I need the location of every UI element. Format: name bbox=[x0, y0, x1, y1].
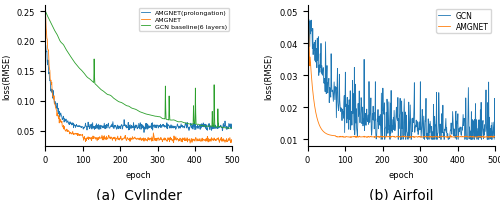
AMGNET(prolongation) bbox=[132, 124, 138, 127]
AMGNET(prolongation) bbox=[131, 129, 137, 132]
AMGNET bbox=[187, 142, 193, 145]
AMGNET(prolongation) bbox=[196, 125, 202, 127]
GCN baseline(6 layers) bbox=[225, 127, 231, 130]
Line: GCN: GCN bbox=[308, 16, 495, 140]
Y-axis label: loss(RMSE): loss(RMSE) bbox=[2, 53, 12, 99]
Line: AMGNET: AMGNET bbox=[308, 16, 495, 138]
GCN bbox=[394, 119, 400, 121]
GCN baseline(6 layers) bbox=[230, 127, 235, 130]
AMGNET bbox=[154, 140, 160, 142]
GCN bbox=[458, 132, 464, 134]
GCN bbox=[395, 138, 401, 141]
AMGNET bbox=[406, 136, 412, 138]
AMGNET bbox=[132, 138, 138, 140]
AMGNET bbox=[196, 140, 202, 142]
GCN baseline(6 layers) bbox=[144, 113, 150, 116]
AMGNET bbox=[42, 12, 48, 14]
AMGNET bbox=[395, 135, 401, 138]
GCN baseline(6 layers) bbox=[42, 11, 48, 13]
GCN bbox=[492, 138, 498, 141]
AMGNET(prolongation) bbox=[226, 128, 232, 130]
AMGNET(prolongation) bbox=[230, 127, 235, 130]
AMGNET bbox=[131, 137, 137, 139]
GCN baseline(6 layers) bbox=[154, 116, 160, 118]
AMGNET bbox=[226, 138, 232, 140]
AMGNET(prolongation) bbox=[154, 125, 160, 128]
AMGNET bbox=[488, 136, 494, 139]
AMGNET bbox=[394, 135, 400, 138]
AMGNET bbox=[230, 139, 235, 141]
GCN bbox=[305, 14, 311, 17]
Text: (b) Airfoil: (b) Airfoil bbox=[369, 188, 434, 200]
AMGNET(prolongation) bbox=[141, 132, 147, 134]
Line: AMGNET: AMGNET bbox=[46, 13, 232, 143]
GCN baseline(6 layers) bbox=[131, 108, 137, 110]
Y-axis label: loss(RMSE): loss(RMSE) bbox=[264, 53, 274, 99]
X-axis label: epoch: epoch bbox=[126, 170, 152, 179]
AMGNET bbox=[416, 136, 422, 138]
GCN bbox=[416, 125, 422, 127]
Line: AMGNET(prolongation): AMGNET(prolongation) bbox=[46, 45, 232, 133]
AMGNET(prolongation) bbox=[42, 44, 48, 46]
GCN baseline(6 layers) bbox=[226, 127, 232, 130]
AMGNET bbox=[144, 139, 150, 141]
AMGNET(prolongation) bbox=[144, 123, 150, 126]
Legend: GCN, AMGNET: GCN, AMGNET bbox=[436, 10, 491, 34]
GCN baseline(6 layers) bbox=[132, 108, 138, 111]
AMGNET bbox=[492, 136, 498, 138]
AMGNET bbox=[458, 136, 464, 138]
AMGNET bbox=[305, 14, 311, 17]
GCN baseline(6 layers) bbox=[196, 124, 202, 126]
AMGNET bbox=[348, 137, 354, 139]
GCN bbox=[378, 138, 384, 141]
Text: (a)  Cylinder: (a) Cylinder bbox=[96, 188, 182, 200]
Line: GCN baseline(6 layers): GCN baseline(6 layers) bbox=[46, 12, 232, 129]
X-axis label: epoch: epoch bbox=[388, 170, 414, 179]
Legend: AMGNET(prolongation), AMGNET, GCN baseline(6 layers): AMGNET(prolongation), AMGNET, GCN baseli… bbox=[139, 9, 230, 31]
GCN bbox=[488, 138, 494, 140]
GCN bbox=[406, 134, 412, 136]
